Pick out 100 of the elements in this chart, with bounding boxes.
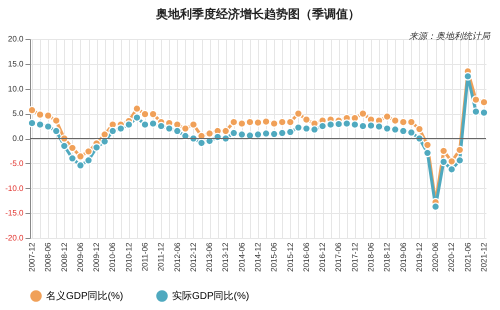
x-tick-label: 2017-06 bbox=[334, 242, 344, 272]
x-tick-label: 2014-12 bbox=[254, 242, 262, 272]
point bbox=[229, 128, 238, 138]
x-tick-label: 2008-12 bbox=[60, 242, 69, 272]
point bbox=[116, 124, 126, 133]
point bbox=[52, 126, 61, 136]
point bbox=[278, 128, 287, 138]
point bbox=[172, 126, 182, 136]
point bbox=[326, 120, 335, 129]
point bbox=[431, 202, 440, 211]
point bbox=[164, 124, 174, 133]
annotation: 来源：奥地利统计局 bbox=[409, 30, 490, 43]
point bbox=[189, 120, 198, 129]
point bbox=[390, 116, 400, 125]
point bbox=[472, 95, 480, 104]
point bbox=[447, 165, 456, 174]
y-tick-label: -5.0 bbox=[10, 158, 24, 168]
x-tick-label: 2014-06 bbox=[237, 242, 246, 272]
x-tick-label: 2012-12 bbox=[188, 242, 198, 272]
point bbox=[318, 122, 327, 130]
point bbox=[36, 120, 44, 129]
point bbox=[132, 113, 142, 122]
point bbox=[480, 98, 488, 106]
point bbox=[398, 126, 408, 136]
x-tick-label: 2019-12 bbox=[414, 242, 424, 272]
x-tick-label: 2017-12 bbox=[350, 242, 360, 272]
point bbox=[229, 118, 238, 126]
point bbox=[270, 130, 278, 138]
point bbox=[84, 147, 93, 156]
point bbox=[238, 130, 246, 139]
point bbox=[447, 157, 456, 166]
point bbox=[28, 106, 36, 114]
point bbox=[140, 110, 150, 118]
point bbox=[44, 122, 52, 131]
x-tick-label: 2008-06 bbox=[44, 242, 53, 272]
point bbox=[342, 119, 352, 128]
point bbox=[270, 119, 278, 128]
point bbox=[108, 126, 118, 136]
point bbox=[310, 125, 319, 134]
point bbox=[294, 123, 303, 132]
point bbox=[302, 115, 311, 124]
y-tick-label: 0.0 bbox=[12, 134, 24, 143]
y-tick-label: 5.0 bbox=[12, 109, 24, 118]
x-tick-label: 2013-12 bbox=[221, 242, 230, 272]
point bbox=[68, 144, 77, 152]
point bbox=[76, 161, 85, 170]
point bbox=[358, 122, 368, 130]
point bbox=[334, 120, 344, 128]
point bbox=[254, 130, 262, 139]
point bbox=[156, 122, 166, 130]
x-tick-label: 2010-06 bbox=[108, 242, 118, 272]
x-tick-label: 2012-06 bbox=[172, 242, 182, 272]
chart-title: 奥地利季度经济增长趋势图（季调值） bbox=[155, 7, 360, 21]
x-tick-label: 2011-12 bbox=[156, 242, 166, 272]
point bbox=[92, 143, 101, 152]
point bbox=[148, 119, 158, 128]
point bbox=[407, 128, 416, 137]
point bbox=[221, 126, 230, 136]
point bbox=[124, 120, 134, 129]
point bbox=[382, 112, 392, 121]
point bbox=[68, 154, 77, 163]
point bbox=[472, 107, 480, 116]
point bbox=[84, 156, 93, 165]
point bbox=[398, 118, 408, 126]
y-tick-label: -15.0 bbox=[5, 208, 24, 218]
y-tick-label: 15.0 bbox=[8, 59, 24, 68]
point bbox=[350, 120, 360, 129]
y-tick-label: 10.0 bbox=[8, 84, 24, 94]
x-tick-label: 2011-06 bbox=[140, 242, 150, 272]
x-tick-label: 2020-06 bbox=[431, 242, 440, 272]
x-tick-label: 2015-06 bbox=[270, 242, 279, 272]
point bbox=[294, 109, 303, 118]
x-tick-label: 2021-06 bbox=[463, 242, 472, 272]
point bbox=[28, 118, 36, 128]
point bbox=[423, 148, 432, 158]
point bbox=[480, 108, 488, 117]
x-tick-label: 2016-12 bbox=[318, 242, 328, 272]
point bbox=[439, 158, 448, 166]
point bbox=[205, 129, 214, 138]
point bbox=[36, 110, 44, 119]
point bbox=[423, 140, 432, 150]
x-tick-label: 2007-12 bbox=[28, 242, 37, 272]
point bbox=[76, 152, 85, 161]
y-tick-label: -10.0 bbox=[5, 184, 24, 193]
x-tick-label: 2016-06 bbox=[302, 242, 311, 272]
point bbox=[238, 119, 246, 128]
legend-label: 名义GDP同比(%) bbox=[46, 290, 124, 302]
point bbox=[407, 118, 416, 126]
point bbox=[262, 117, 270, 126]
point bbox=[278, 118, 287, 126]
point bbox=[254, 118, 262, 127]
x-tick-label: 2015-12 bbox=[286, 242, 295, 272]
x-tick-label: 2018-06 bbox=[366, 242, 376, 272]
point bbox=[246, 118, 254, 126]
point bbox=[374, 122, 384, 131]
point bbox=[302, 124, 311, 133]
point bbox=[382, 124, 392, 133]
x-tick-label: 2021-12 bbox=[479, 242, 488, 272]
point bbox=[181, 124, 190, 133]
point bbox=[286, 128, 295, 136]
